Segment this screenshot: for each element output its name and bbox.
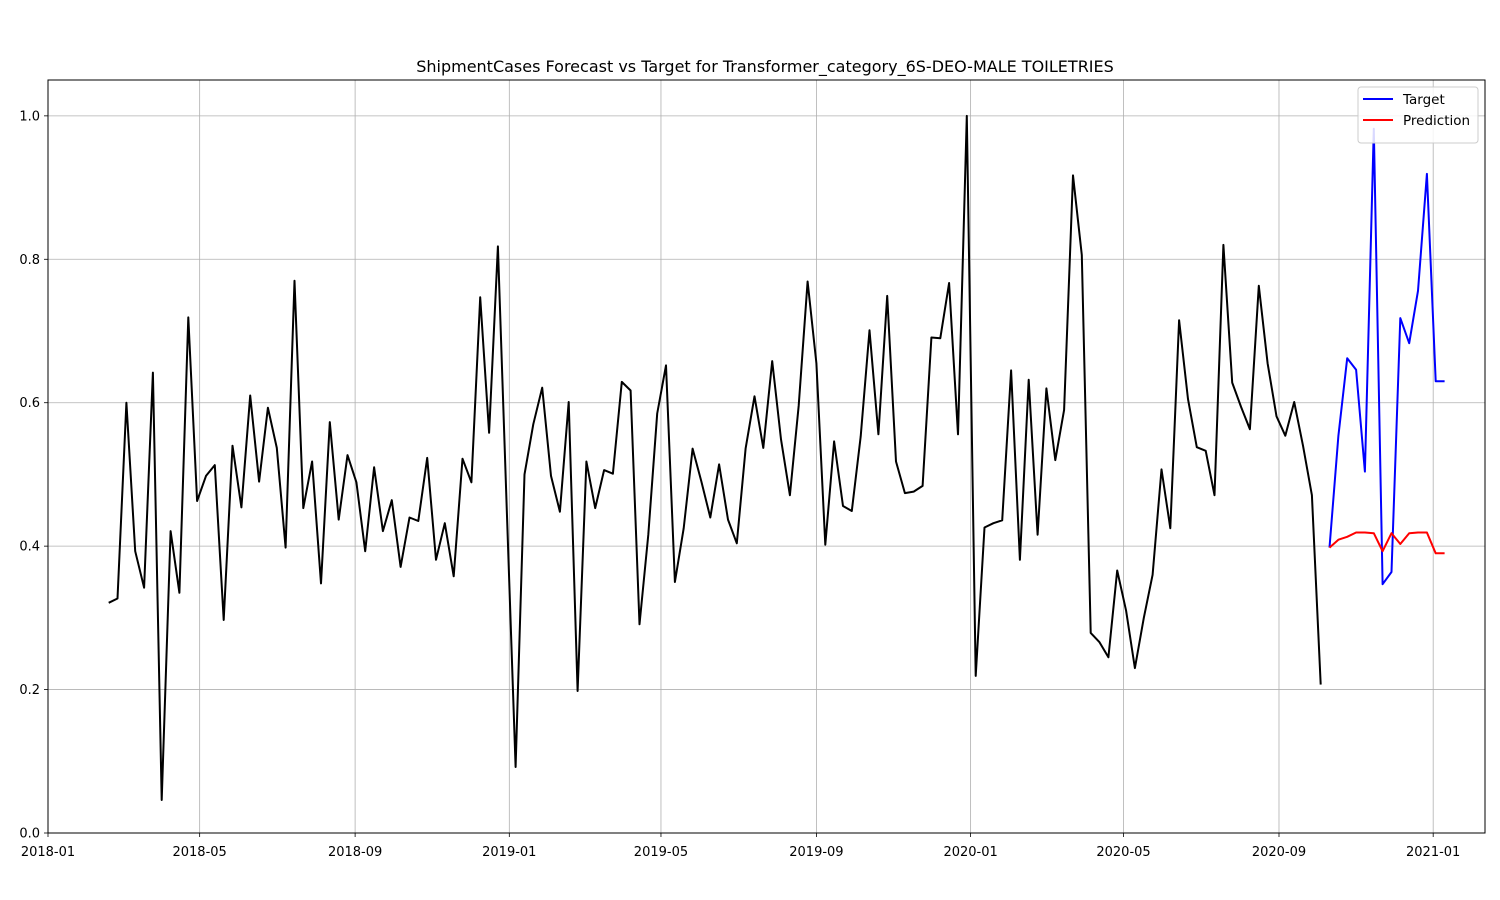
- plot-frame: [47, 79, 1486, 834]
- y-tick-label: 0.4: [19, 540, 40, 555]
- legend-label-target: Target: [1402, 92, 1445, 108]
- x-tick-label: 2018-05: [172, 845, 226, 860]
- history-series-line: [108, 114, 1322, 801]
- series-lines: [108, 114, 1445, 801]
- target-series-line: [1328, 127, 1445, 586]
- chart-title: ShipmentCases Forecast vs Target for Tra…: [416, 57, 1114, 77]
- x-tick-label: 2020-01: [943, 845, 997, 860]
- x-tick-label: 2018-01: [21, 845, 75, 860]
- legend-label-prediction: Prediction: [1403, 113, 1470, 129]
- y-tick-label: 0.2: [19, 683, 40, 698]
- axes: 2018-01 2018-05 2018-09 2019-01 2019-05 2019-…: [19, 109, 1460, 860]
- legend-box: [1357, 86, 1479, 144]
- x-tick-label: 2018-09: [328, 845, 382, 860]
- y-tick-label: 0.0: [19, 827, 40, 842]
- y-tick-label: 1.0: [19, 109, 40, 124]
- x-tick-label: 2019-05: [634, 845, 688, 860]
- legend: Target Prediction: [1357, 86, 1479, 144]
- x-tick-label: 2019-01: [482, 845, 536, 860]
- x-tick-label: 2021-01: [1406, 845, 1460, 860]
- y-tick-label: 0.8: [19, 253, 40, 268]
- prediction-series-line: [1328, 531, 1445, 555]
- x-tick-label: 2020-05: [1096, 845, 1150, 860]
- x-tick-label: 2020-09: [1252, 845, 1306, 860]
- x-tick-label: 2019-09: [789, 845, 843, 860]
- y-tick-label: 0.6: [19, 396, 40, 411]
